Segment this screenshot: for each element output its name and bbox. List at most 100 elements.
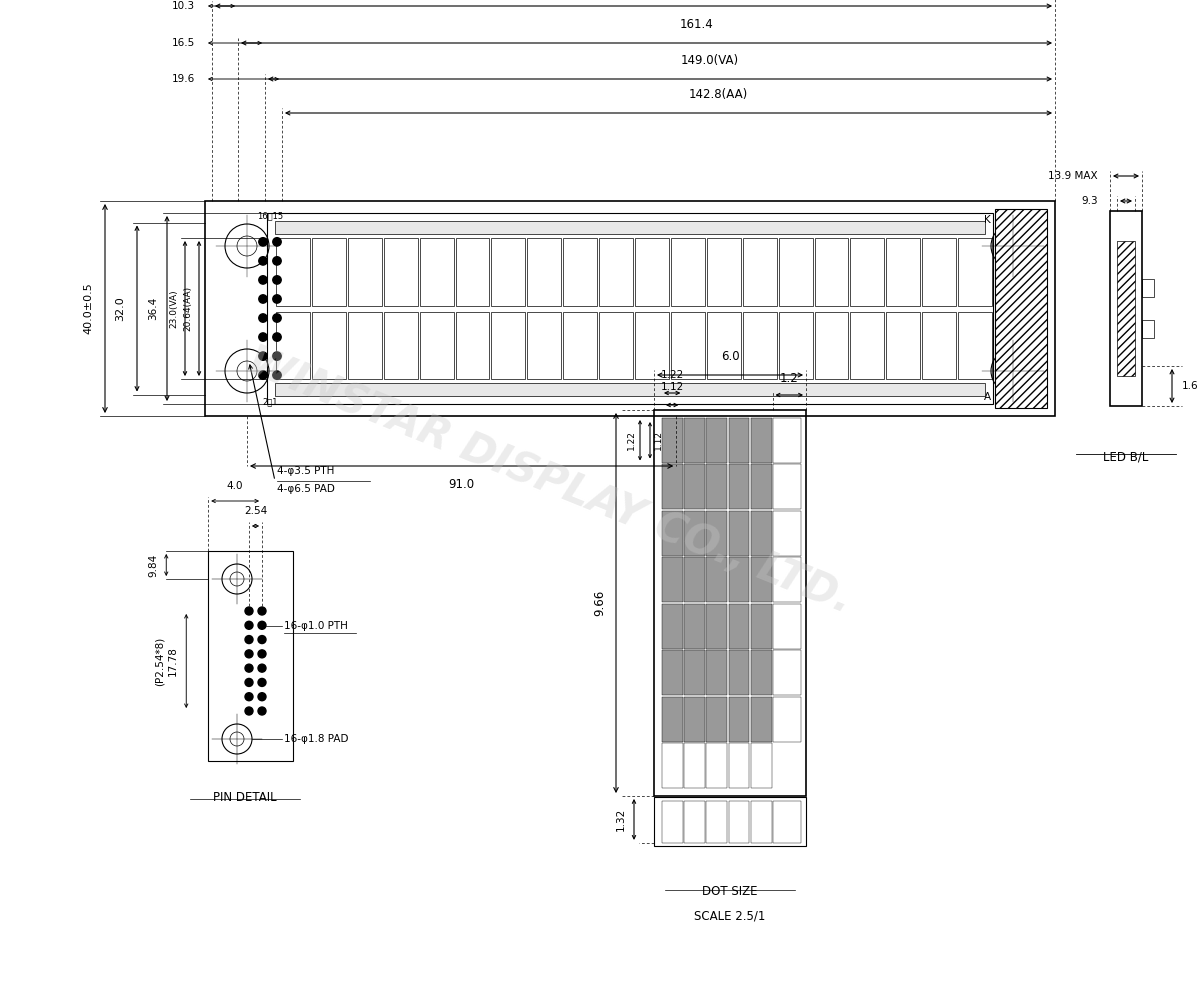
Bar [384, 311, 418, 379]
Bar [751, 744, 772, 788]
Circle shape [259, 237, 268, 246]
Text: 23.0(VA): 23.0(VA) [169, 289, 178, 327]
Bar [728, 744, 750, 788]
Text: SCALE 2.5/1: SCALE 2.5/1 [695, 910, 766, 923]
Text: K: K [984, 215, 991, 225]
Text: 91.0: 91.0 [449, 478, 475, 491]
Circle shape [259, 371, 268, 379]
Bar [751, 651, 772, 696]
Bar [995, 209, 1046, 408]
Circle shape [259, 256, 268, 265]
Bar [707, 558, 727, 603]
Bar [662, 801, 683, 843]
Bar [276, 238, 310, 305]
Circle shape [259, 294, 268, 303]
Bar [923, 311, 956, 379]
Circle shape [272, 371, 281, 379]
Bar [923, 238, 956, 305]
Circle shape [258, 607, 266, 615]
Bar [275, 221, 985, 234]
Circle shape [245, 650, 253, 658]
Circle shape [245, 693, 253, 701]
Text: 149.0(VA): 149.0(VA) [680, 54, 739, 67]
Text: A: A [984, 392, 991, 402]
Text: 13.9 MAX: 13.9 MAX [1049, 171, 1098, 181]
Text: 21: 21 [263, 397, 277, 406]
Bar [662, 744, 683, 788]
Bar [276, 311, 310, 379]
Bar [456, 311, 490, 379]
Bar [728, 801, 750, 843]
Bar [779, 311, 812, 379]
Bar [851, 238, 884, 305]
Bar [728, 558, 750, 603]
Text: 16-φ1.8 PAD: 16-φ1.8 PAD [284, 734, 348, 744]
Bar [662, 558, 683, 603]
Bar [773, 697, 802, 742]
Text: 1.6: 1.6 [1182, 381, 1199, 391]
Text: 9.3: 9.3 [1081, 196, 1098, 206]
Bar [751, 558, 772, 603]
Text: 10.3: 10.3 [172, 1, 194, 11]
Circle shape [272, 314, 281, 322]
Bar [707, 464, 727, 510]
Bar [671, 311, 704, 379]
Bar [492, 238, 526, 305]
Bar [707, 697, 727, 742]
Circle shape [258, 707, 266, 715]
Bar [773, 464, 802, 510]
Circle shape [258, 636, 266, 644]
Text: 1.32: 1.32 [616, 808, 626, 831]
Bar [743, 311, 776, 379]
Circle shape [272, 333, 281, 341]
Bar [1117, 241, 1135, 376]
Bar [635, 238, 668, 305]
Bar [773, 417, 802, 462]
Bar [728, 697, 750, 742]
Text: 9.66: 9.66 [593, 590, 606, 617]
Bar [707, 651, 727, 696]
Bar [887, 238, 920, 305]
Bar [420, 238, 454, 305]
Circle shape [272, 294, 281, 303]
Circle shape [258, 664, 266, 672]
Bar [684, 604, 704, 649]
Bar [684, 464, 704, 510]
Bar [527, 311, 562, 379]
Bar [599, 311, 634, 379]
Bar [312, 238, 346, 305]
Bar [728, 511, 750, 556]
Text: 16-φ1.0 PTH: 16-φ1.0 PTH [284, 621, 348, 631]
Bar [707, 311, 740, 379]
Circle shape [259, 333, 268, 341]
Bar [1142, 319, 1154, 337]
Bar [751, 697, 772, 742]
Text: WINSTAR DISPLAY CO., LTD.: WINSTAR DISPLAY CO., LTD. [241, 340, 859, 622]
Bar [684, 697, 704, 742]
Text: 4-φ3.5 PTH: 4-φ3.5 PTH [277, 466, 335, 476]
Bar [815, 238, 848, 305]
Text: PIN DETAIL: PIN DETAIL [214, 791, 277, 804]
Bar [662, 511, 683, 556]
Circle shape [245, 636, 253, 644]
Bar [773, 558, 802, 603]
Bar [654, 797, 806, 846]
Bar [684, 651, 704, 696]
Bar [420, 311, 454, 379]
Bar [728, 464, 750, 510]
Bar [958, 311, 992, 379]
Bar [654, 410, 806, 796]
Bar [275, 383, 985, 396]
Bar [684, 558, 704, 603]
Bar [599, 238, 634, 305]
Bar [1142, 279, 1154, 297]
Text: 17.78: 17.78 [168, 646, 179, 676]
Bar [348, 311, 382, 379]
Circle shape [272, 352, 281, 360]
Bar [751, 417, 772, 462]
Bar [662, 651, 683, 696]
Bar [779, 238, 812, 305]
Text: 32.0: 32.0 [115, 296, 125, 321]
Bar [707, 744, 727, 788]
Circle shape [259, 275, 268, 284]
